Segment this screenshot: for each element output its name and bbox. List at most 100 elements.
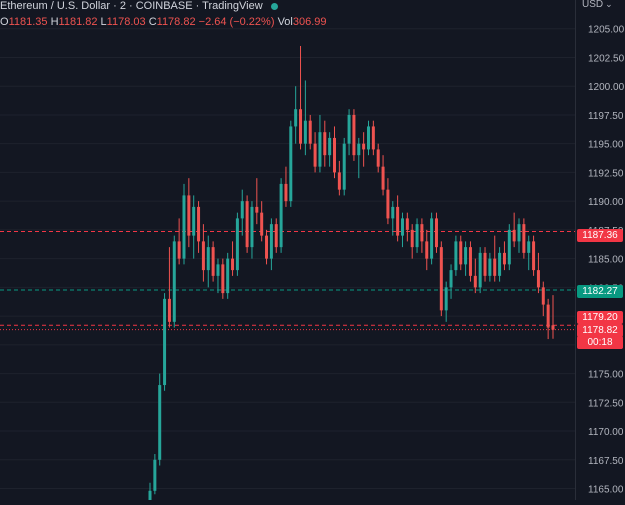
candle[interactable] (498, 247, 502, 282)
candle[interactable] (444, 281, 448, 322)
candle[interactable] (226, 252, 230, 299)
candle-body (197, 206, 201, 242)
currency-selector[interactable]: USD ⌄ (582, 0, 613, 10)
candle[interactable] (328, 132, 332, 167)
candle[interactable] (366, 120, 370, 156)
candle-body (240, 201, 244, 219)
candle[interactable] (347, 109, 351, 156)
candle[interactable] (493, 235, 497, 282)
candle[interactable] (386, 178, 390, 225)
candle[interactable] (294, 86, 298, 144)
candlestick-chart[interactable] (0, 0, 575, 505)
candle[interactable] (478, 247, 482, 294)
candle[interactable] (318, 114, 322, 173)
candle[interactable] (289, 120, 293, 207)
candle-body (483, 252, 487, 276)
candle[interactable] (551, 295, 555, 339)
candle[interactable] (313, 132, 317, 173)
candle[interactable] (187, 178, 191, 248)
candle[interactable] (231, 241, 235, 276)
candle[interactable] (396, 195, 400, 242)
candle[interactable] (216, 258, 220, 294)
candle[interactable] (206, 235, 210, 288)
candle[interactable] (158, 373, 162, 466)
candle[interactable] (323, 120, 327, 167)
candle[interactable] (279, 178, 283, 253)
price-axis: 1205.00 1202.50 1200.00 1197.50 1195.00 1192.… (588, 25, 625, 496)
candle[interactable] (182, 183, 186, 265)
candle[interactable] (415, 218, 419, 253)
candle[interactable] (449, 264, 453, 299)
candle-body (255, 206, 259, 213)
candle[interactable] (483, 247, 487, 282)
candle[interactable] (172, 235, 176, 328)
candle[interactable] (265, 229, 269, 265)
candle[interactable] (274, 218, 278, 253)
candle[interactable] (177, 218, 181, 265)
candle[interactable] (459, 235, 463, 271)
candle[interactable] (541, 281, 545, 317)
candle[interactable] (357, 137, 361, 179)
candle[interactable] (527, 235, 531, 271)
candle[interactable] (303, 80, 307, 156)
candle-body (313, 143, 317, 167)
candle[interactable] (352, 109, 356, 161)
candle[interactable] (240, 189, 244, 236)
price-tick-label: 1192.50 (588, 168, 624, 179)
candle[interactable] (425, 229, 429, 271)
candle[interactable] (464, 241, 468, 276)
candle[interactable] (342, 137, 346, 196)
candle[interactable] (430, 212, 434, 265)
candle-body (464, 247, 468, 265)
candle[interactable] (507, 224, 511, 271)
candle[interactable] (337, 160, 341, 196)
candle[interactable] (163, 293, 167, 391)
price-scale[interactable]: 1205.00 1202.50 1200.00 1197.50 1195.00 1192.… (575, 0, 625, 500)
candle[interactable] (153, 454, 157, 495)
candle[interactable] (269, 218, 273, 271)
candle[interactable] (420, 218, 424, 253)
candle[interactable] (255, 178, 259, 225)
candle[interactable] (192, 195, 196, 259)
candle[interactable] (536, 252, 540, 294)
candle[interactable] (400, 212, 404, 248)
candle[interactable] (235, 212, 239, 276)
candle[interactable] (221, 258, 225, 299)
candle[interactable] (439, 241, 443, 317)
candle[interactable] (299, 45, 303, 150)
candle[interactable] (434, 212, 438, 253)
candle[interactable] (546, 298, 550, 340)
candle[interactable] (211, 241, 215, 282)
candle[interactable] (532, 235, 536, 276)
candle[interactable] (376, 143, 380, 173)
candle[interactable] (391, 201, 395, 236)
candle[interactable] (245, 195, 249, 253)
candle[interactable] (250, 201, 254, 259)
symbol-title[interactable]: Ethereum / U.S. Dollar · 2 · COINBASE · … (0, 0, 263, 12)
candle[interactable] (308, 114, 312, 150)
candle[interactable] (473, 258, 477, 294)
candle[interactable] (362, 132, 366, 167)
candle[interactable] (167, 247, 171, 328)
candle[interactable] (371, 120, 375, 156)
candle[interactable] (333, 126, 337, 179)
candle[interactable] (488, 252, 492, 282)
candle[interactable] (260, 201, 264, 242)
candle[interactable] (201, 224, 205, 282)
candle[interactable] (454, 235, 458, 276)
change-value: −2.64 (−0.22%) (198, 16, 275, 28)
candle[interactable] (405, 212, 409, 242)
candle[interactable] (502, 241, 506, 271)
candle[interactable] (468, 241, 472, 282)
candle[interactable] (148, 482, 152, 505)
candle[interactable] (197, 201, 201, 253)
candle[interactable] (410, 224, 414, 259)
candle[interactable] (381, 155, 385, 196)
candle[interactable] (284, 166, 288, 207)
candle[interactable] (517, 218, 521, 253)
candle[interactable] (512, 212, 516, 248)
open-label: O (0, 16, 9, 28)
candle-body (488, 258, 492, 276)
chart-area[interactable] (0, 0, 575, 505)
candle[interactable] (522, 218, 526, 259)
